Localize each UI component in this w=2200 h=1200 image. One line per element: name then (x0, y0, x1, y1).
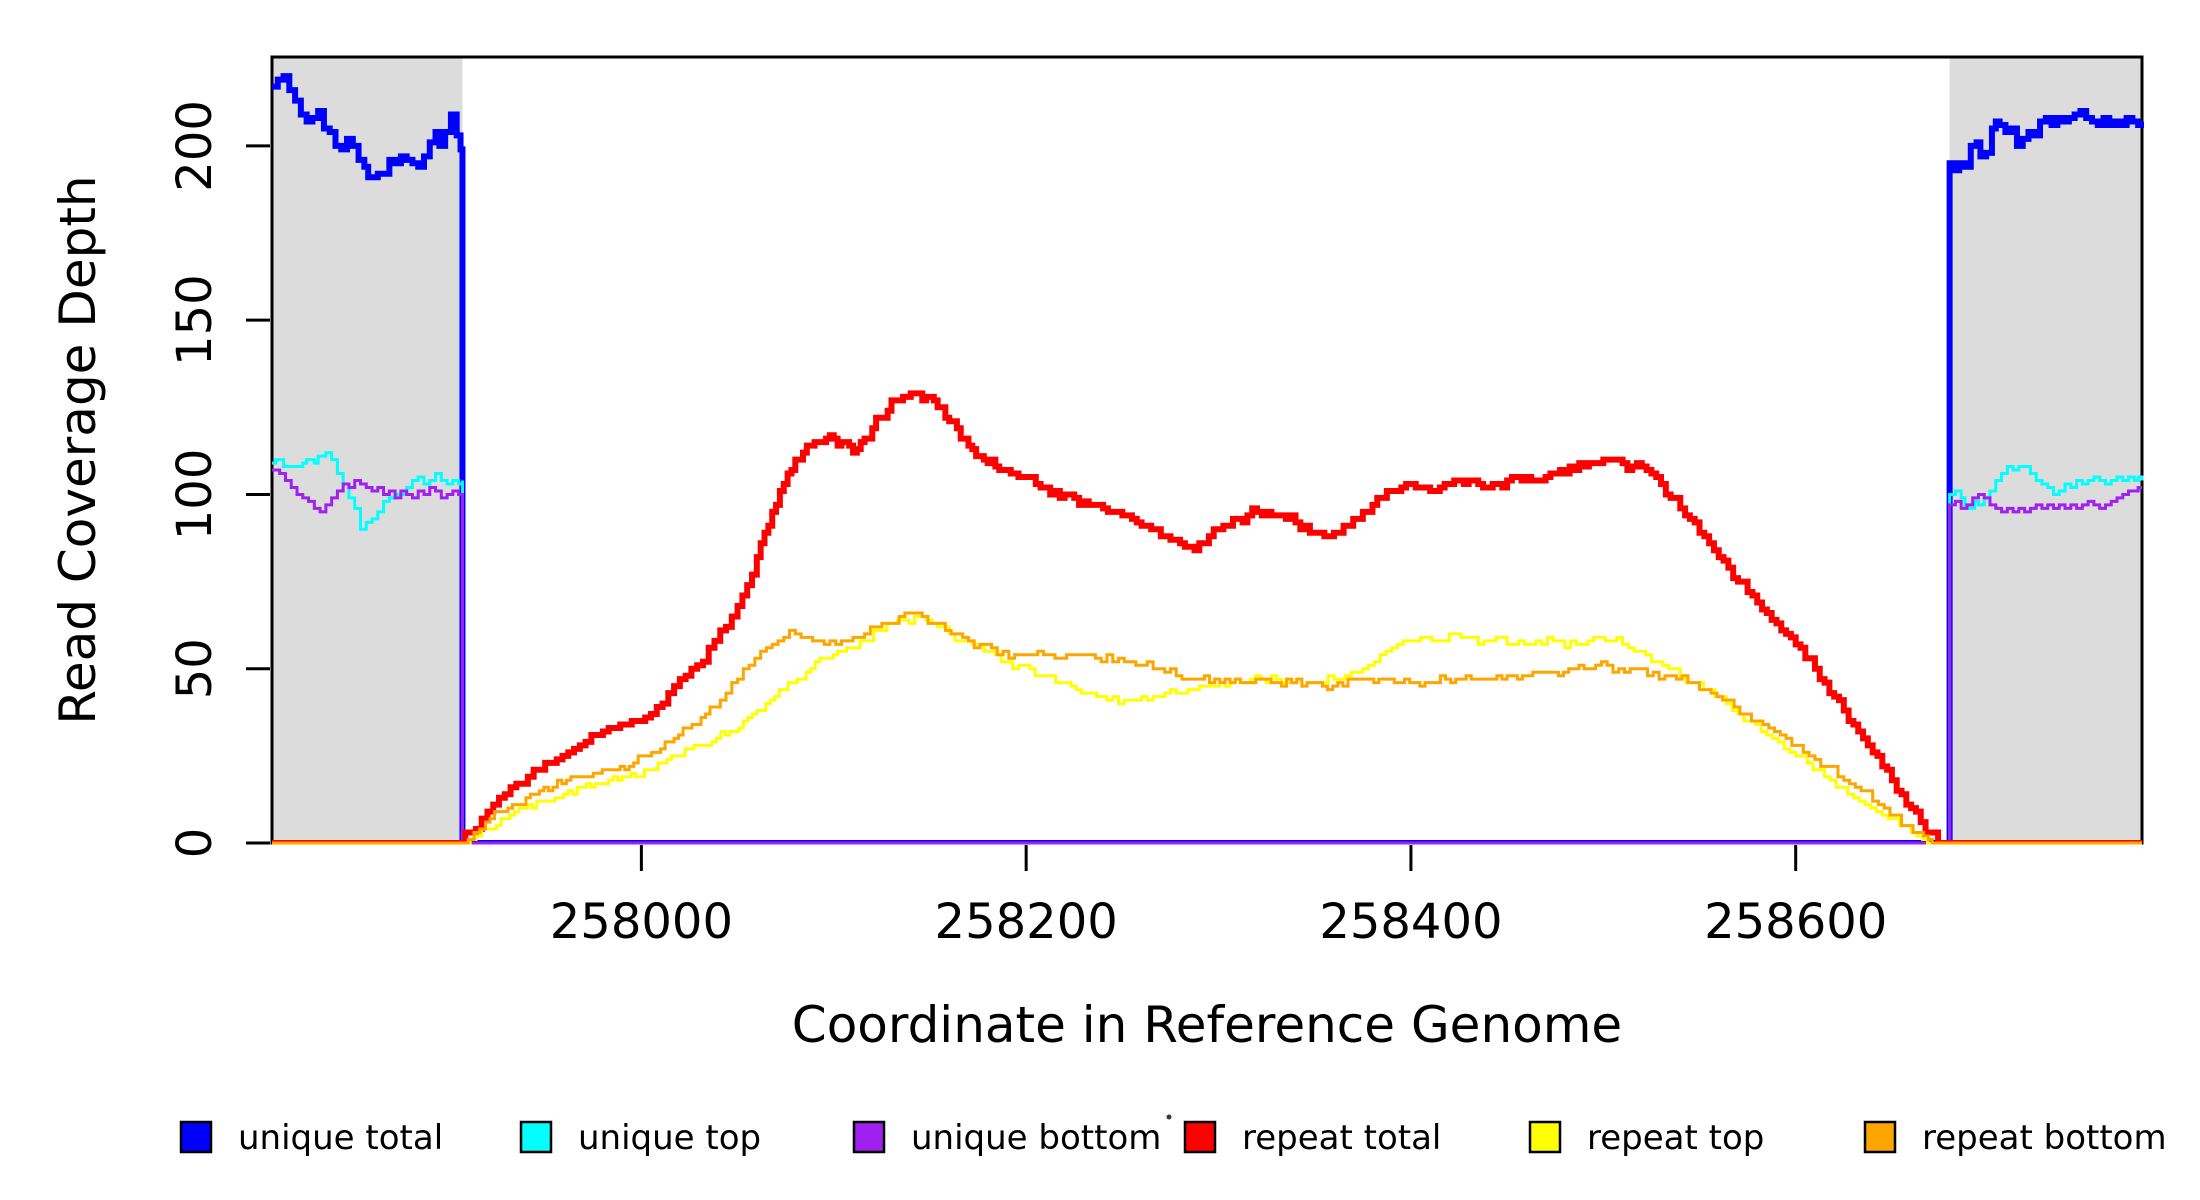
legend-label: repeat top (1587, 1118, 1764, 1158)
legend-swatch (1863, 1120, 1897, 1154)
legend-label: repeat total (1242, 1118, 1441, 1158)
legend-swatch (1528, 1120, 1562, 1154)
series-unique-top (272, 451, 2144, 845)
shaded-regions (272, 57, 2142, 843)
x-tick-label: 258400 (1319, 894, 1502, 950)
legend-swatch (852, 1120, 886, 1154)
legend: unique total unique top unique bottom repea… (179, 1118, 2167, 1158)
y-axis-title: Read Coverage Depth (49, 175, 107, 724)
axis-ticks: 258000 258200 258400 258600 0 50 100 150 200 (167, 100, 1887, 950)
x-tick-label: 258000 (550, 894, 733, 950)
shaded-region-flank-left (272, 57, 463, 843)
y-tick-label: 150 (167, 274, 223, 366)
legend-swatch (519, 1120, 553, 1154)
plot-box (270, 55, 2144, 845)
series-lines (272, 73, 2144, 845)
series-repeat-bottom (272, 611, 2142, 845)
legend-label: unique bottom (911, 1118, 1161, 1158)
x-tick-label: 258200 (935, 894, 1118, 950)
y-tick-label: 0 (167, 828, 223, 859)
shaded-region-flank-right (1949, 57, 2142, 843)
stray-dot (1166, 1114, 1172, 1120)
legend-label: repeat bottom (1922, 1118, 2167, 1158)
legend-label: unique top (578, 1118, 761, 1158)
y-tick-label: 200 (167, 100, 223, 192)
legend-item-repeat-top: repeat top (1528, 1118, 1764, 1158)
series-repeat-total (272, 390, 2142, 845)
legend-item-repeat-bottom: repeat bottom (1863, 1118, 2167, 1158)
legend-swatch (1183, 1120, 1217, 1154)
y-tick-label: 50 (167, 638, 223, 699)
series-unique-bottom (272, 468, 2142, 845)
legend-item-repeat-total: repeat total (1183, 1118, 1441, 1158)
plot-border (270, 55, 2144, 845)
series-repeat-top (272, 614, 2142, 845)
legend-item-unique-top: unique top (519, 1118, 761, 1158)
legend-item-unique-bottom: unique bottom (852, 1118, 1161, 1158)
y-tick-label: 100 (167, 449, 223, 541)
x-tick-label: 258600 (1704, 894, 1887, 950)
series-unique-total (272, 73, 2144, 845)
legend-item-unique-total: unique total (179, 1118, 443, 1158)
legend-swatch (179, 1120, 213, 1154)
legend-label: unique total (238, 1118, 443, 1158)
x-axis-title: Coordinate in Reference Genome (792, 996, 1622, 1054)
